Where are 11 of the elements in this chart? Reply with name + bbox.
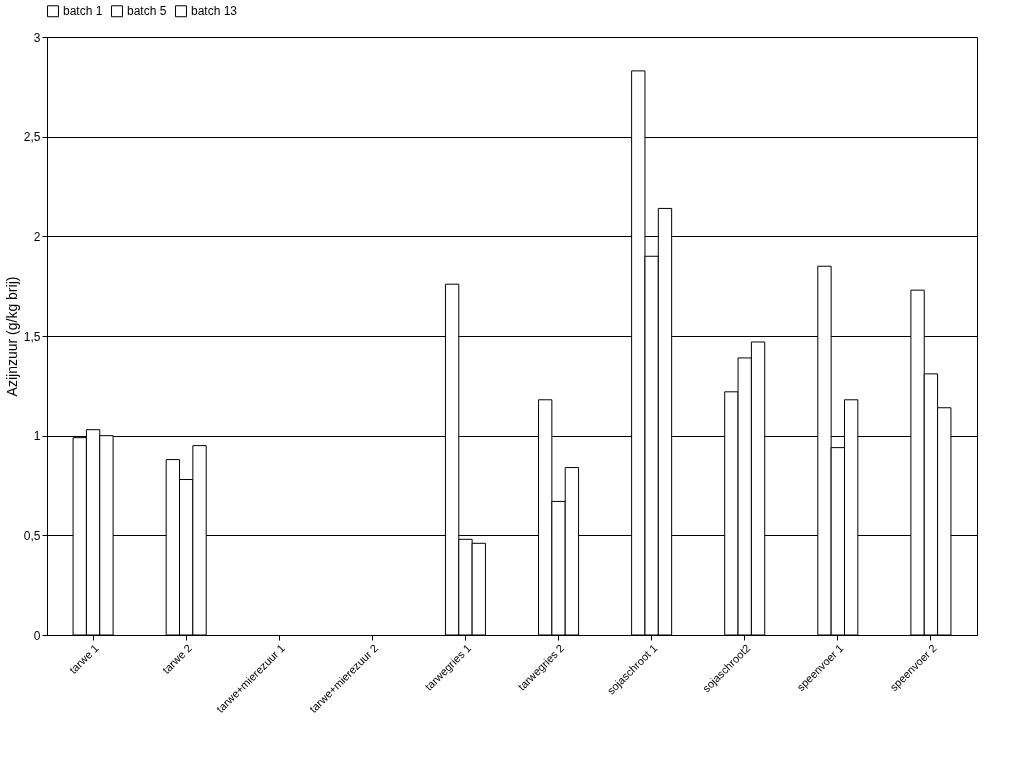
y-tick-label: 2: [33, 229, 41, 244]
y-tick-label: 0: [33, 628, 41, 643]
y-tick-label: 1,5: [23, 329, 41, 344]
legend-label: batch 1: [63, 4, 103, 19]
y-tick-label: 1: [33, 429, 41, 444]
legend-label: batch 5: [127, 4, 167, 19]
y-tick-label: 0,5: [23, 528, 41, 543]
y-tick-label: 2,5: [23, 130, 41, 145]
y-axis-title: Azijnzuur (g/kg brij): [3, 276, 20, 397]
y-tick-label: 3: [33, 30, 41, 45]
legend-label: batch 13: [191, 4, 238, 19]
